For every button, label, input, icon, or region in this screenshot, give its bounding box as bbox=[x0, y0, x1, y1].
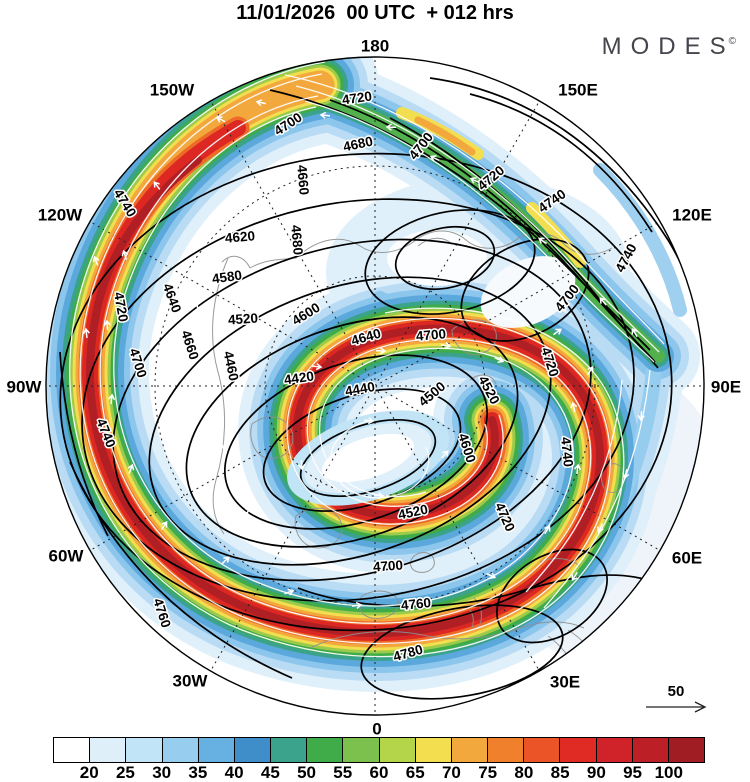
contour-label: 4660 bbox=[294, 164, 312, 195]
colorbar-cell bbox=[54, 738, 91, 762]
longitude-label: 60E bbox=[672, 549, 702, 568]
contour-label: 4720 bbox=[111, 291, 131, 323]
copyright-icon: © bbox=[728, 36, 736, 47]
longitude-label: 150E bbox=[558, 81, 598, 100]
longitude-label: 0 bbox=[372, 720, 381, 739]
longitude-label: 90W bbox=[7, 378, 43, 397]
longitude-label: 150W bbox=[150, 81, 195, 100]
map-boundary bbox=[45, 56, 705, 716]
colorbar-tick-label: 25 bbox=[115, 763, 135, 782]
colorbar-cell bbox=[307, 738, 344, 762]
colorbar-cell bbox=[488, 738, 525, 762]
contour-label: 4720 bbox=[341, 88, 373, 107]
colorbar-tick-label: 45 bbox=[260, 763, 280, 782]
page-title: 11/01/2026 00 UTC + 012 hrs bbox=[236, 2, 514, 24]
contour-label: 4620 bbox=[224, 228, 255, 246]
modes-logo-text: MODES bbox=[601, 33, 735, 60]
colorbar-tick-label: 75 bbox=[478, 763, 498, 782]
longitude-label: 120E bbox=[672, 206, 712, 225]
colorbar-tick-label: 90 bbox=[586, 763, 606, 782]
colorbar-cell bbox=[271, 738, 308, 762]
colorbar-cell bbox=[162, 738, 199, 762]
streamlines bbox=[69, 61, 665, 658]
graticule bbox=[46, 57, 704, 715]
longitude-label: 30W bbox=[173, 672, 209, 691]
contour-label: 4420 bbox=[283, 368, 315, 387]
colorbar-tick-label: 95 bbox=[623, 763, 643, 782]
modes-logo: MODES© bbox=[602, 33, 736, 61]
contour-label: 4700 bbox=[372, 557, 403, 574]
contour-label: 4580 bbox=[211, 267, 243, 286]
contour-label: 4760 bbox=[400, 595, 431, 613]
colorbar-cell bbox=[560, 738, 597, 762]
colorbar-cell bbox=[668, 738, 705, 762]
colorbar-cell bbox=[126, 738, 163, 762]
reference-arrow-icon bbox=[646, 701, 707, 713]
colorbar-tick-label: 30 bbox=[152, 763, 172, 782]
colorbar-tick-label: 50 bbox=[297, 763, 317, 782]
colorbar-tick-label: 60 bbox=[369, 763, 389, 782]
coastlines bbox=[212, 230, 625, 675]
contour-label: 4740 bbox=[558, 436, 576, 467]
contour-label: 4680 bbox=[288, 224, 306, 255]
contour-label: 4700 bbox=[415, 326, 446, 344]
colorbar bbox=[53, 737, 705, 763]
longitude-label: 60W bbox=[49, 547, 85, 566]
longitude-label: 120W bbox=[38, 206, 83, 225]
contour-label: 4520 bbox=[227, 310, 258, 327]
longitude-label: 180 bbox=[361, 37, 389, 56]
colorbar-tick-label: 55 bbox=[333, 763, 353, 782]
colorbar-cell bbox=[90, 738, 127, 762]
reference-vector: 50 bbox=[646, 683, 707, 713]
colorbar-cell bbox=[451, 738, 489, 762]
colorbar-cell bbox=[596, 738, 633, 762]
colorbar-cell bbox=[524, 738, 561, 762]
colorbar-tick-label: 20 bbox=[79, 763, 99, 782]
colorbar-tick-label: 35 bbox=[188, 763, 208, 782]
colorbar-cell bbox=[198, 738, 235, 762]
colorbar-tick-label: 85 bbox=[550, 763, 570, 782]
contour-label: 4440 bbox=[344, 379, 376, 399]
longitude-label: 30E bbox=[550, 673, 580, 692]
colorbar-cell bbox=[415, 738, 452, 762]
colorbar-ticks: 20 25 30 35 40 45 50 55 60 65 70 75 80 85 90 95 100 bbox=[53, 763, 705, 782]
longitude-labels: 180 150W 150E 120W 120E 90W 90E 60W 60E 30W 30E 0 bbox=[7, 37, 742, 739]
map-interior bbox=[46, 57, 704, 715]
colorbar-cell bbox=[234, 738, 272, 762]
colorbar-cell bbox=[632, 738, 669, 762]
colorbar-cell bbox=[379, 738, 416, 762]
reference-vector-label: 50 bbox=[668, 683, 685, 700]
colorbar-tick-label: 100 bbox=[654, 763, 683, 782]
longitude-label: 90E bbox=[711, 378, 741, 397]
colorbar-cell bbox=[343, 738, 380, 762]
colorbar-tick-label: 65 bbox=[405, 763, 425, 782]
colorbar-tick-label: 40 bbox=[224, 763, 244, 782]
colorbar-tick-label: 70 bbox=[441, 763, 461, 782]
colorbar-tick-label: 80 bbox=[514, 763, 534, 782]
